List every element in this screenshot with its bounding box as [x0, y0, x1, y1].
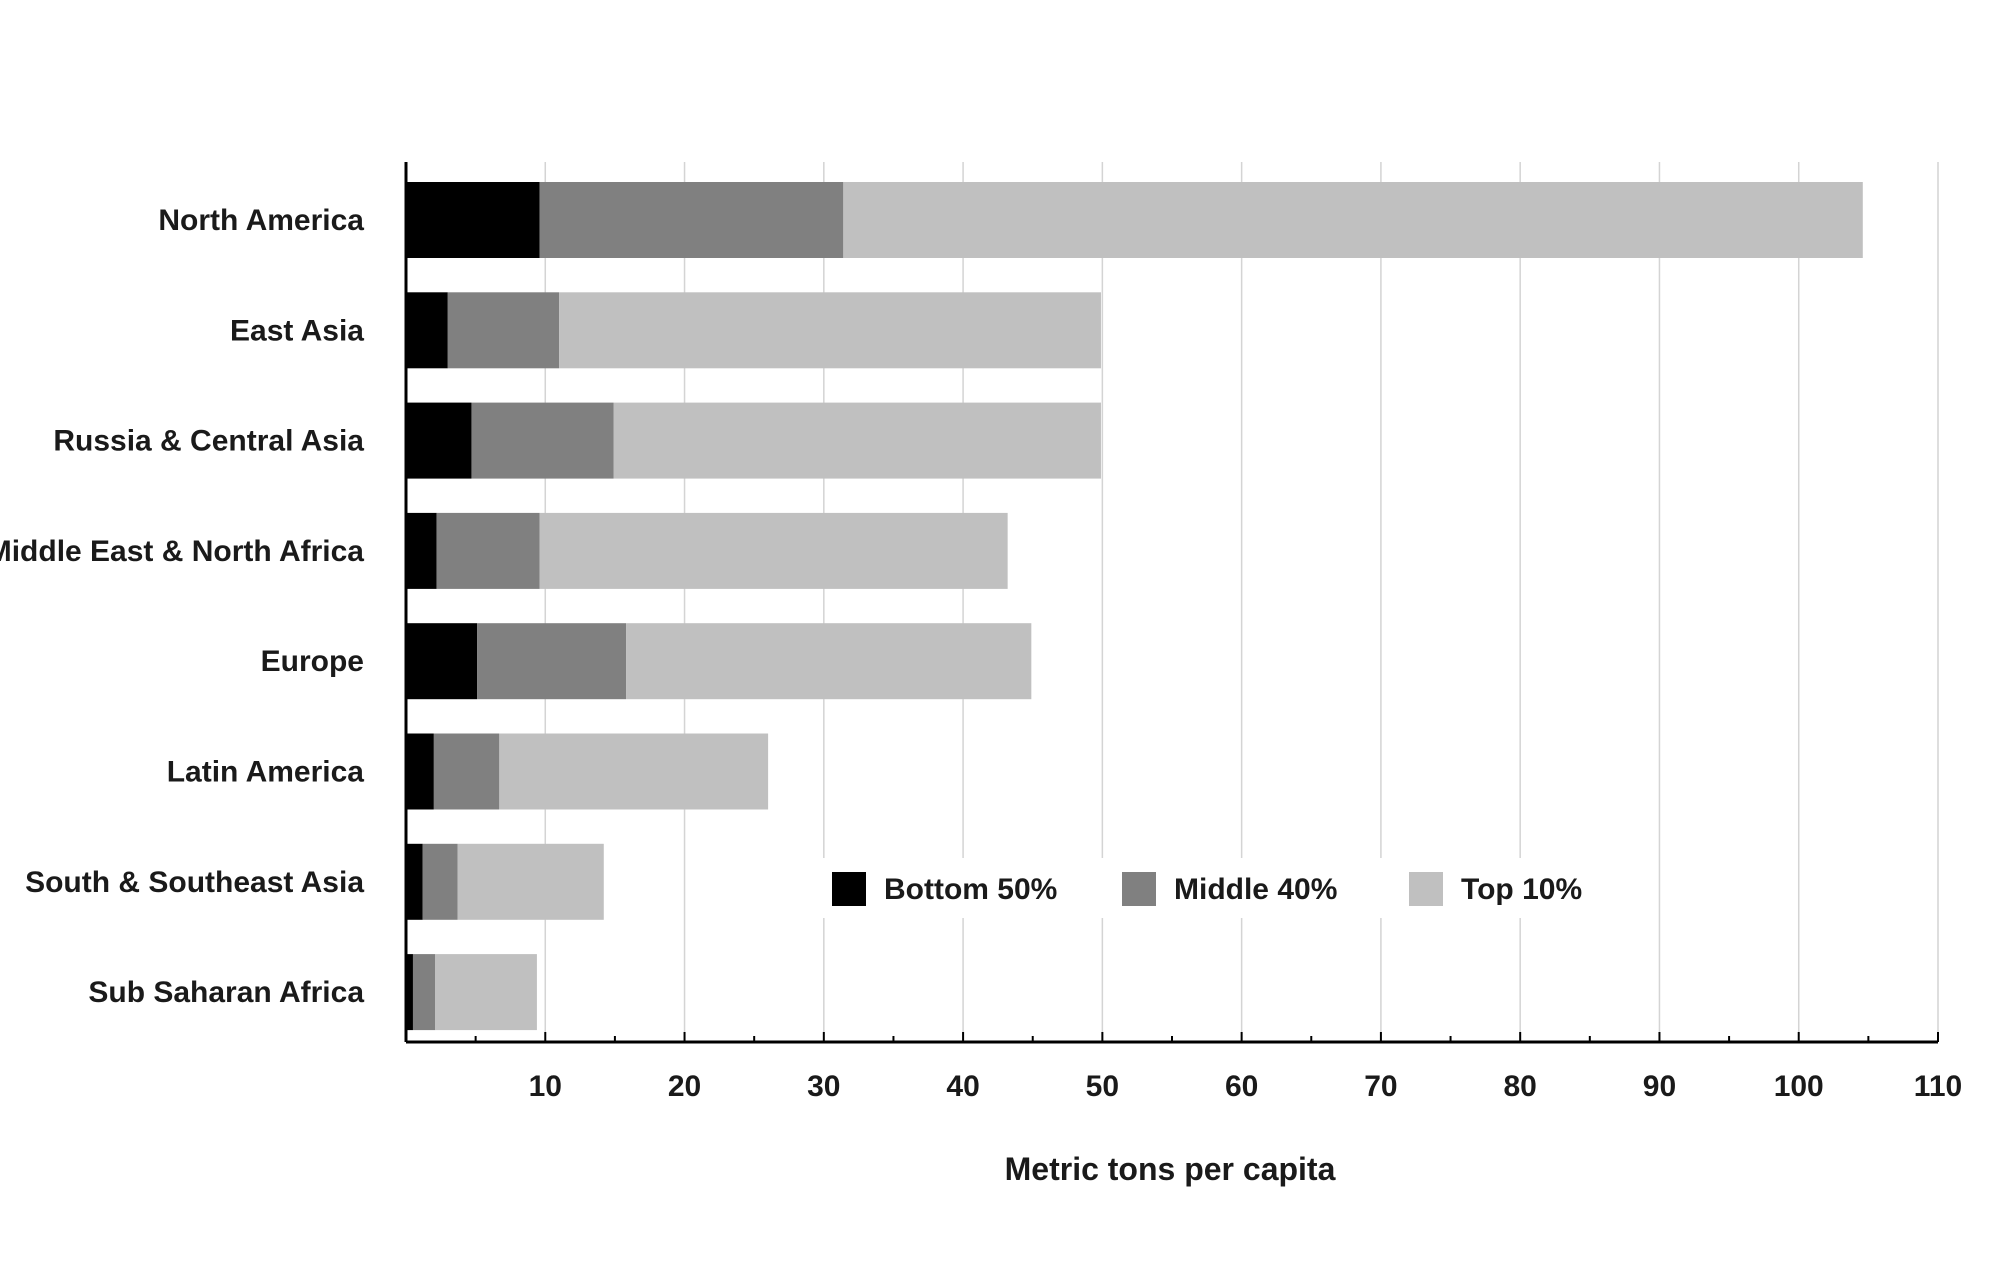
bar-top-7	[435, 954, 537, 1031]
legend-swatch-2	[1409, 872, 1443, 906]
category-label: South & Southeast Asia	[25, 866, 364, 899]
legend-background	[818, 858, 1622, 918]
legend-swatch-0	[832, 872, 866, 906]
bar-bottom-1	[406, 292, 448, 369]
bar-top-1	[559, 292, 1101, 369]
bar-middle-1	[447, 292, 560, 369]
bar-top-5	[499, 733, 769, 810]
bar-bottom-0	[406, 182, 540, 258]
x-tick-label: 60	[1225, 1070, 1258, 1103]
bar-bottom-3	[406, 512, 437, 589]
bar-middle-3	[436, 512, 540, 589]
category-label: North America	[158, 204, 364, 237]
x-axis-title: Metric tons per capita	[1005, 1151, 1336, 1187]
bar-top-3	[539, 512, 1008, 589]
x-tick-label: 30	[807, 1070, 840, 1103]
category-label: Europe	[261, 645, 364, 678]
bar-bottom-7	[406, 954, 413, 1031]
bar-top-6	[457, 843, 604, 920]
category-labels: North America East Asia Russia & Central A…	[0, 204, 364, 1009]
bar-top-0	[843, 182, 1863, 258]
bar-middle-6	[422, 843, 458, 920]
axes	[404, 162, 1939, 1044]
bar-bottom-5	[406, 733, 434, 810]
x-tick-label: 50	[1086, 1070, 1119, 1103]
legend-swatch-1	[1122, 872, 1156, 906]
bar-middle-7	[412, 954, 436, 1031]
legend-label-1: Middle 40%	[1174, 873, 1337, 906]
x-tick-label: 80	[1503, 1070, 1536, 1103]
bar-top-2	[613, 402, 1101, 479]
bar-bottom-2	[406, 402, 472, 479]
x-tick-label: 90	[1643, 1070, 1676, 1103]
x-tick-labels: 10 20 30 40 50 60 70 80 90 100 110	[529, 1070, 1963, 1103]
x-tick-label: 40	[946, 1070, 979, 1103]
bar-bottom-6	[406, 843, 423, 920]
x-tick-label: 70	[1364, 1070, 1397, 1103]
bar-middle-2	[471, 402, 614, 479]
category-label: East Asia	[230, 314, 364, 347]
category-label: Latin America	[167, 756, 365, 789]
bar-top-4	[626, 623, 1032, 700]
legend-label-2: Top 10%	[1461, 873, 1582, 906]
legend-label-0: Bottom 50%	[884, 873, 1057, 906]
category-label: Sub Saharan Africa	[88, 976, 364, 1009]
bar-middle-0	[539, 182, 844, 258]
x-tick-label: 20	[668, 1070, 701, 1103]
category-label: Russia & Central Asia	[53, 425, 364, 458]
legend: Bottom 50% Middle 40% Top 10%	[818, 858, 1622, 918]
bar-middle-4	[477, 623, 627, 700]
bars	[406, 182, 1863, 1031]
bar-middle-5	[433, 733, 500, 810]
category-label: Middle East & North Africa	[0, 535, 364, 568]
x-tick-label: 100	[1774, 1070, 1824, 1103]
bar-bottom-4	[406, 623, 478, 700]
x-tick-label: 10	[529, 1070, 562, 1103]
x-tick-label: 110	[1914, 1070, 1962, 1103]
